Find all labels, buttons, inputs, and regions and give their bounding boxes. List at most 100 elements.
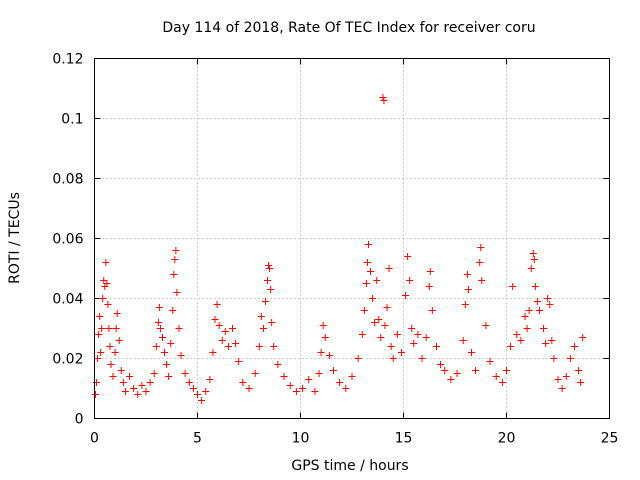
data-point: [194, 391, 201, 398]
data-point: [554, 376, 562, 383]
data-point: [525, 307, 533, 314]
data-point: [264, 277, 272, 284]
data-point: [292, 388, 300, 395]
data-point: [325, 352, 333, 359]
data-point: [373, 277, 381, 284]
data-point: [305, 376, 313, 383]
data-point: [146, 379, 154, 386]
data-point: [453, 370, 461, 377]
data-point: [100, 277, 108, 284]
data-point: [286, 382, 294, 389]
data-point: [156, 325, 164, 332]
data-point: [232, 340, 240, 347]
data-point: [523, 325, 531, 332]
data-point: [255, 343, 263, 350]
y-tick-label: 0.1: [61, 112, 83, 128]
data-point: [270, 343, 278, 350]
data-point: [577, 379, 585, 386]
data-point: [521, 313, 529, 320]
data-point: [163, 361, 171, 368]
y-axis-label: ROTI / TECUs: [7, 192, 23, 284]
data-point: [235, 358, 243, 365]
data-point: [404, 253, 412, 260]
data-point: [531, 283, 539, 290]
data-point: [92, 391, 100, 398]
data-point: [113, 310, 121, 317]
data-point: [299, 385, 307, 392]
data-point: [239, 379, 247, 386]
data-point: [111, 349, 119, 356]
data-point: [447, 376, 455, 383]
data-point: [317, 349, 325, 356]
data-point: [161, 349, 169, 356]
data-point: [375, 316, 383, 323]
data-point: [406, 277, 414, 284]
data-point: [94, 355, 102, 362]
data-point: [393, 331, 401, 338]
data-point: [358, 331, 366, 338]
data-point: [171, 256, 179, 263]
data-point: [381, 322, 389, 329]
data-point: [173, 289, 181, 296]
data-point: [507, 343, 515, 350]
grid-lines: [94, 58, 610, 419]
data-point: [103, 280, 111, 287]
data-point: [158, 334, 166, 341]
data-point: [379, 94, 387, 101]
data-point: [383, 304, 391, 311]
data-point: [245, 385, 253, 392]
data-point: [98, 325, 106, 332]
data-point: [570, 343, 578, 350]
data-point: [467, 349, 475, 356]
data-point: [425, 283, 433, 290]
axis-ticks: [94, 58, 610, 419]
data-point: [503, 367, 510, 374]
data-point: [414, 331, 422, 338]
data-point: [169, 307, 177, 314]
y-tick-label: 0.06: [52, 232, 83, 248]
data-point: [385, 265, 393, 272]
data-point: [170, 271, 178, 278]
data-point: [472, 367, 480, 374]
data-point: [426, 268, 434, 275]
data-point: [177, 352, 185, 359]
data-point: [336, 379, 344, 386]
data-point: [441, 367, 449, 374]
data-point: [377, 334, 385, 341]
data-point: [533, 298, 541, 305]
data-point: [517, 337, 525, 344]
data-point: [213, 301, 221, 308]
data-point: [558, 385, 566, 392]
data-point: [121, 388, 129, 395]
y-tick-label: 0.04: [52, 292, 83, 308]
data-point: [562, 373, 570, 380]
data-point: [476, 259, 484, 266]
data-point: [329, 367, 337, 374]
data-point: [96, 313, 104, 320]
data-point: [432, 343, 440, 350]
x-tick-label: 15: [395, 431, 413, 447]
data-point: [134, 391, 142, 398]
data-point: [362, 280, 370, 287]
data-point: [513, 331, 521, 338]
data-point: [410, 340, 418, 347]
data-point: [229, 325, 237, 332]
data-point: [266, 265, 274, 272]
data-point: [104, 301, 112, 308]
data-point: [363, 259, 371, 266]
data-point: [509, 283, 517, 290]
data-point: [142, 388, 150, 395]
y-tick-label: 0.08: [52, 172, 83, 188]
data-point: [102, 259, 110, 266]
data-point: [167, 340, 175, 347]
data-point: [342, 385, 350, 392]
x-axis-label: GPS time / hours: [291, 458, 408, 474]
data-point: [482, 322, 490, 329]
data-point: [389, 355, 397, 362]
data-point: [105, 325, 113, 332]
data-point: [319, 322, 327, 329]
data-point: [529, 250, 537, 257]
data-point: [315, 370, 323, 377]
data-point: [498, 379, 506, 386]
data-point: [218, 337, 226, 344]
